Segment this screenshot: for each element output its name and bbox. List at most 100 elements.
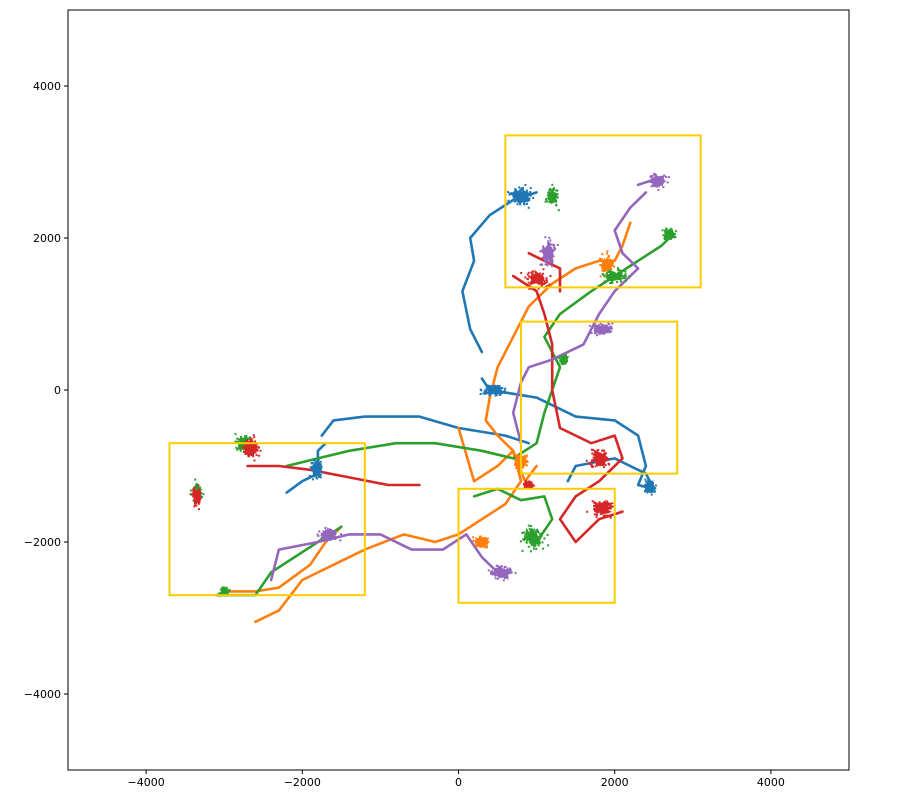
- data-point: [604, 452, 607, 455]
- data-point: [599, 327, 602, 330]
- data-point: [595, 513, 598, 516]
- data-point: [253, 459, 256, 462]
- point-cluster: [544, 183, 560, 212]
- data-point: [501, 568, 504, 571]
- data-point: [318, 530, 321, 533]
- data-point: [507, 191, 510, 194]
- data-point: [525, 454, 528, 457]
- data-point: [559, 355, 562, 358]
- data-point: [199, 497, 201, 500]
- data-point: [599, 513, 602, 516]
- data-point: [604, 504, 607, 507]
- data-point: [552, 200, 555, 203]
- data-point: [500, 567, 503, 570]
- data-point: [603, 454, 606, 457]
- data-point: [528, 480, 531, 483]
- data-point: [518, 193, 521, 196]
- data-point: [246, 439, 249, 442]
- data-point: [594, 453, 597, 456]
- data-point: [666, 237, 669, 240]
- data-point: [619, 271, 622, 274]
- data-point: [664, 230, 667, 233]
- data-point: [602, 324, 604, 327]
- data-point: [497, 567, 500, 570]
- data-point: [195, 486, 198, 489]
- data-point: [532, 276, 535, 279]
- data-point: [485, 390, 488, 393]
- data-point: [530, 528, 533, 531]
- data-point: [499, 570, 502, 573]
- data-point: [562, 359, 565, 362]
- data-point: [537, 530, 540, 533]
- data-point: [528, 538, 531, 541]
- data-point: [253, 449, 256, 452]
- point-cluster: [601, 267, 631, 285]
- data-point: [667, 235, 670, 238]
- data-point: [603, 280, 606, 283]
- data-point: [331, 536, 334, 539]
- data-point: [252, 434, 255, 437]
- data-point: [673, 233, 676, 236]
- data-point: [541, 275, 544, 278]
- data-point: [531, 273, 534, 275]
- data-point: [671, 232, 674, 235]
- region-box-layer: [168, 134, 702, 604]
- data-point: [531, 274, 534, 277]
- data-point: [522, 458, 525, 461]
- data-point: [520, 198, 523, 201]
- data-point: [256, 448, 259, 451]
- data-point: [194, 478, 197, 481]
- data-point: [488, 391, 491, 394]
- data-point: [534, 544, 537, 547]
- data-point: [607, 265, 610, 268]
- data-point: [609, 327, 612, 330]
- data-point: [315, 465, 318, 468]
- data-point: [617, 278, 620, 280]
- data-point: [314, 470, 317, 472]
- data-point: [600, 460, 602, 463]
- data-point: [537, 537, 539, 540]
- data-point: [493, 573, 496, 576]
- data-point: [192, 494, 195, 497]
- data-point: [222, 588, 225, 591]
- data-point: [325, 530, 327, 533]
- data-point: [550, 247, 553, 249]
- data-point: [594, 451, 597, 454]
- data-point: [596, 460, 599, 462]
- data-point: [538, 278, 541, 281]
- data-point: [222, 590, 225, 593]
- data-point: [547, 194, 550, 197]
- data-point: [601, 510, 604, 513]
- data-point: [598, 327, 600, 330]
- data-point: [548, 188, 551, 190]
- data-point: [534, 537, 537, 540]
- data-point: [195, 483, 198, 486]
- data-point: [597, 511, 600, 514]
- data-point: [553, 246, 556, 249]
- data-point: [551, 265, 553, 268]
- data-point: [527, 281, 530, 284]
- data-point: [607, 255, 610, 258]
- data-point: [599, 452, 602, 455]
- data-point: [607, 268, 610, 271]
- data-point: [517, 200, 520, 203]
- data-point: [603, 453, 605, 455]
- data-point: [529, 481, 532, 484]
- data-point: [508, 193, 511, 196]
- trajectory-path: [527, 251, 562, 293]
- data-point: [602, 505, 605, 508]
- region-box: [520, 320, 679, 475]
- data-point: [613, 265, 616, 268]
- data-point: [491, 573, 494, 576]
- data-point: [607, 458, 610, 460]
- data-point: [653, 173, 656, 176]
- data-point: [593, 330, 596, 332]
- data-point: [317, 471, 320, 474]
- data-point: [655, 183, 658, 186]
- data-point: [560, 362, 563, 365]
- data-point: [516, 194, 519, 197]
- data-point: [225, 592, 227, 595]
- y-tick-label: 0: [54, 384, 61, 397]
- data-point: [493, 387, 496, 390]
- data-point: [193, 495, 196, 498]
